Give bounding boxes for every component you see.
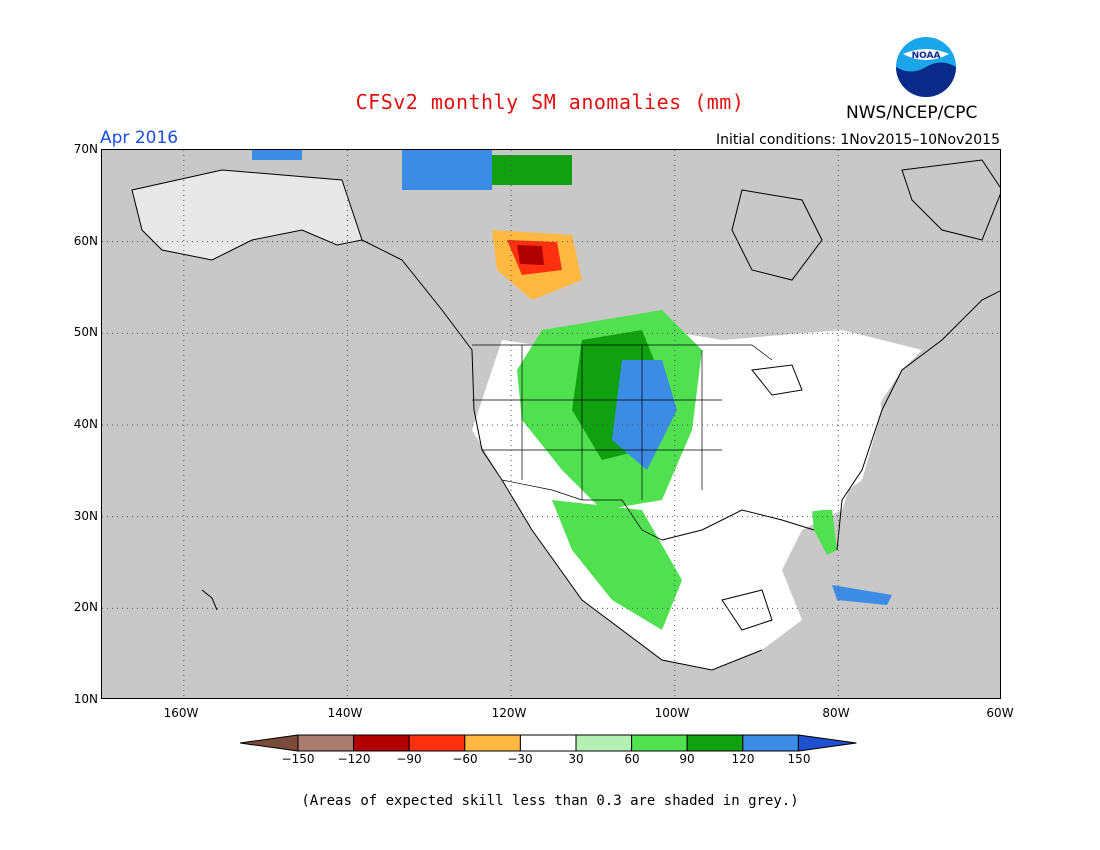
chart-title: CFSv2 monthly SM anomalies (mm) (355, 90, 745, 114)
colorbar-tick: 90 (679, 752, 695, 766)
yucatan (721, 589, 773, 631)
lat-label-70n: 70N (73, 142, 98, 156)
hawaii (201, 589, 218, 611)
arctic-blue-1 (252, 150, 302, 160)
agency-label: NWS/NCEP/CPC (846, 103, 978, 123)
lat-label-30n: 30N (73, 509, 98, 523)
colorbar-tick: −60 (452, 752, 478, 766)
skill-footnote: (Areas of expected skill less than 0.3 a… (301, 793, 799, 809)
lat-label-20n: 20N (73, 600, 98, 614)
map-panel (101, 149, 1001, 699)
colorbar-tick: −120 (337, 752, 371, 766)
colorbar-tick: −30 (507, 752, 533, 766)
lon-label-140w: 140W (327, 706, 363, 720)
colorbar-tick: 30 (568, 752, 584, 766)
lon-label-120w: 120W (491, 706, 527, 720)
colorbar-tick: −150 (281, 752, 315, 766)
colorbar-tick: −90 (396, 752, 422, 766)
gulf-coast (661, 509, 815, 541)
lon-label-80w: 80W (822, 706, 850, 720)
colorbar-bin (408, 734, 466, 752)
land-shading (132, 150, 922, 670)
cuba-blue (832, 585, 892, 605)
colorbar-bin (464, 734, 521, 752)
us-mexico-border (501, 479, 663, 541)
state-lines (472, 345, 722, 500)
noaa-logo: NOAA (896, 37, 956, 97)
initial-conditions-label: Initial conditions: 1Nov2015–10Nov2015 (715, 132, 1000, 148)
graticule (102, 150, 1000, 698)
hudson-bay (731, 189, 823, 281)
lat-label-60n: 60N (73, 234, 98, 248)
alaska-land (132, 170, 362, 260)
colorbar-bin (519, 734, 577, 752)
colorbar-bin (297, 734, 355, 752)
colorbar-bin (353, 734, 410, 752)
green-anomaly-mexico (552, 500, 682, 630)
target-month-label: Apr 2016 (100, 128, 179, 148)
borders (472, 344, 773, 541)
colorbar-bin (686, 734, 744, 752)
darkred-anomaly-canada (517, 245, 544, 265)
lon-label-60w: 60W (986, 706, 1014, 720)
us-canada-border (472, 344, 773, 361)
lat-label-40n: 40N (73, 417, 98, 431)
colorbar-tick: 150 (787, 752, 811, 766)
lon-label-100w: 100W (654, 706, 690, 720)
arctic-blue-2 (402, 150, 492, 190)
colorbar-tick: 120 (731, 752, 755, 766)
arctic-green-1 (492, 155, 572, 185)
colorbar-bin (742, 734, 799, 752)
map-canvas (102, 150, 1000, 698)
lat-label-50n: 50N (73, 325, 98, 339)
great-lakes (751, 364, 803, 396)
colorbar (240, 734, 857, 752)
alaska-coast (131, 169, 363, 261)
colorbar-arrow-high (797, 734, 857, 752)
east-us (702, 340, 882, 520)
florida (812, 510, 837, 555)
colorbar-arrow-low (240, 734, 299, 752)
lat-label-10n: 10N (73, 692, 98, 706)
colorbar-tick: 60 (624, 752, 640, 766)
greenland (901, 159, 1000, 241)
colorbar-bin (575, 734, 633, 752)
blue-anomaly (612, 360, 677, 470)
east-coast (836, 290, 1000, 551)
noaa-logo-text: NOAA (912, 51, 941, 61)
colorbar-bin (631, 734, 688, 752)
lon-label-160w: 160W (163, 706, 199, 720)
